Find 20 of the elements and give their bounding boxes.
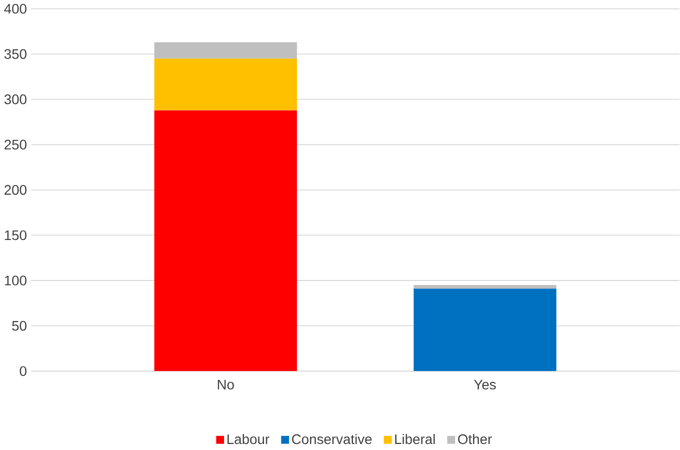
y-tick-label: 150 — [4, 230, 26, 240]
bar — [414, 288, 556, 371]
bar — [154, 58, 297, 110]
legend-label: Conservative — [292, 434, 372, 444]
legend-label: Labour — [228, 434, 270, 444]
y-tick-label: 200 — [4, 184, 26, 195]
y-tick-label: 400 — [4, 4, 26, 14]
x-tick-label: No — [218, 380, 234, 390]
bar — [154, 110, 297, 371]
legend-label: Other — [458, 434, 492, 444]
y-tick-label: 100 — [4, 275, 26, 286]
y-tick-label: 250 — [4, 140, 26, 150]
legend-label: Liberal — [395, 434, 435, 444]
bar — [154, 42, 297, 58]
y-tick-label: 300 — [4, 94, 26, 104]
x-tick-label: Yes — [474, 380, 496, 390]
y-tick-label: 0 — [20, 366, 26, 376]
bar — [414, 284, 556, 288]
y-tick-label: 350 — [4, 48, 26, 59]
y-tick-label: 50 — [12, 320, 26, 331]
